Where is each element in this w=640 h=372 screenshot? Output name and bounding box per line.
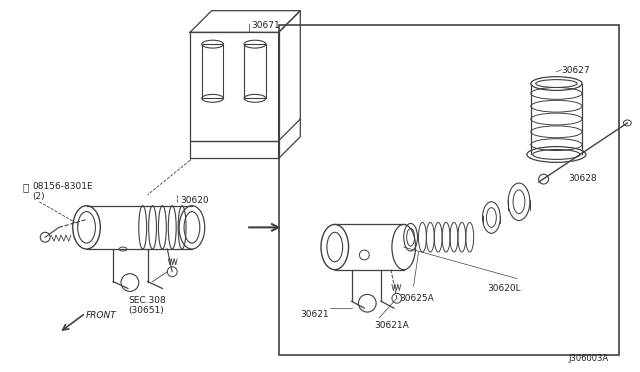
- Text: 30628: 30628: [568, 174, 597, 183]
- Text: 30671: 30671: [251, 20, 280, 29]
- Bar: [244, 44, 266, 98]
- Text: (2): (2): [33, 192, 45, 201]
- Text: 30621: 30621: [300, 310, 329, 319]
- Bar: [190, 32, 278, 141]
- Text: (30651): (30651): [128, 306, 164, 315]
- Text: 30621A: 30621A: [374, 321, 409, 330]
- Text: 30625A: 30625A: [399, 294, 433, 303]
- Text: J306003A: J306003A: [568, 355, 609, 363]
- Text: 30620: 30620: [180, 196, 209, 205]
- Text: 08156-8301E: 08156-8301E: [33, 182, 93, 191]
- Bar: [202, 44, 223, 98]
- Text: Ⓑ: Ⓑ: [22, 182, 29, 192]
- Text: 30620L: 30620L: [488, 283, 521, 292]
- Text: FRONT: FRONT: [86, 311, 116, 320]
- Text: SEC.308: SEC.308: [128, 296, 166, 305]
- Text: 30627: 30627: [561, 66, 590, 75]
- Bar: [279, 25, 620, 355]
- Bar: [190, 141, 278, 158]
